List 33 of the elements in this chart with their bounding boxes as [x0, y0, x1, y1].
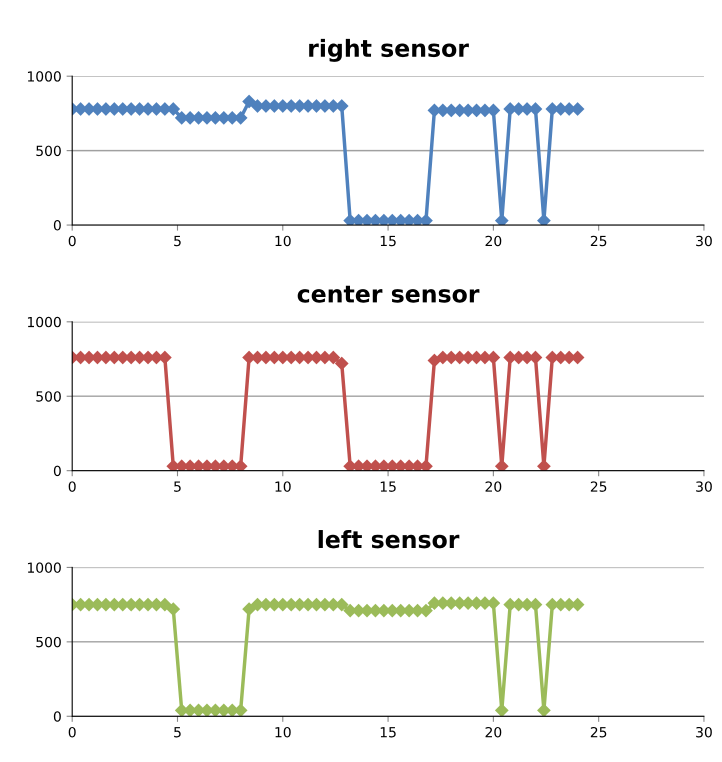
- x-tick-label: 5: [174, 727, 181, 738]
- y-tick-label: 0: [54, 711, 61, 722]
- x-tick-label: 20: [486, 481, 502, 492]
- x-tick-label: 15: [380, 236, 396, 246]
- x-tick-label: 10: [275, 481, 291, 492]
- y-tick-label: 500: [36, 146, 61, 156]
- x-tick-label: 30: [696, 726, 712, 738]
- x-tick-label: 0: [68, 481, 76, 492]
- chart-title: center sensor: [298, 286, 480, 303]
- x-tick-label: 25: [590, 481, 606, 492]
- x-tick-label: 25: [590, 236, 606, 246]
- x-tick-label: 25: [590, 726, 606, 738]
- x-tick-label: 15: [380, 727, 396, 738]
- y-tick-label: 1000: [28, 71, 61, 82]
- x-tick-label: 0: [68, 236, 76, 246]
- y-tick-label: 500: [36, 391, 61, 402]
- y-tick-label: 0: [54, 220, 61, 231]
- x-tick-label: 5: [174, 482, 181, 492]
- x-tick-label: 5: [174, 236, 181, 246]
- chart-title: left sensor: [318, 530, 460, 548]
- y-tick-label: 500: [36, 636, 61, 648]
- x-tick-label: 10: [275, 726, 291, 738]
- y-tick-label: 1000: [28, 562, 61, 573]
- y-tick-label: 0: [54, 466, 61, 476]
- x-tick-label: 20: [486, 726, 502, 738]
- chart-title: right sensor: [309, 38, 469, 62]
- x-tick-label: 30: [696, 236, 712, 246]
- x-tick-label: 15: [380, 482, 396, 492]
- x-tick-label: 0: [68, 726, 76, 738]
- x-tick-label: 10: [275, 236, 291, 246]
- y-tick-label: 1000: [28, 316, 61, 328]
- x-tick-label: 20: [486, 236, 502, 246]
- x-tick-label: 30: [696, 481, 712, 492]
